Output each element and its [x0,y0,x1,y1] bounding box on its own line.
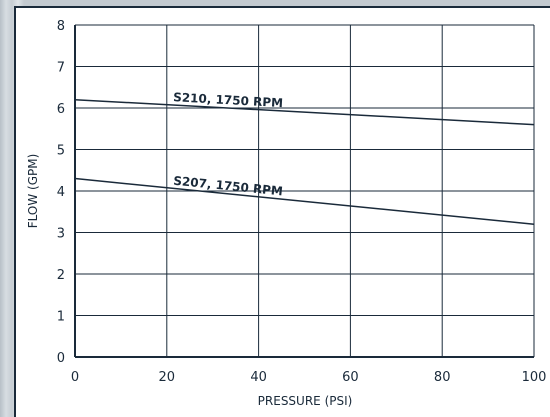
x-tick-label: 40 [250,370,267,385]
y-axis-label: FLOW (GPM) [26,154,40,229]
x-axis-label: PRESSURE (PSI) [258,394,353,408]
series-line-1 [74,177,535,225]
x-tick-label: 100 [522,370,547,385]
y-tick-label: 2 [57,268,65,283]
y-tick-label: 5 [57,144,65,159]
grid-lines [74,24,535,358]
x-tick-label: 80 [434,370,451,385]
x-tick-label: 60 [342,370,359,385]
x-tick-label: 20 [159,370,176,385]
series-lines [74,98,535,225]
chart-panel [14,6,550,417]
y-tick-label: 8 [57,19,65,34]
y-tick-label: 3 [57,227,65,242]
series-label-1: S207, 1750 RPM [173,174,284,199]
y-tick-label: 1 [57,310,65,325]
tick-labels: 0 20 40 60 80 100 0 1 2 3 4 5 6 7 8 [57,19,547,385]
series-label-0: S210, 1750 RPM [173,90,284,110]
x-tick-label: 0 [71,370,79,385]
y-tick-label: 6 [57,102,65,117]
series-line-0 [74,98,535,126]
y-tick-label: 4 [57,185,65,200]
y-tick-label: 0 [57,351,65,366]
y-tick-label: 7 [57,61,65,76]
